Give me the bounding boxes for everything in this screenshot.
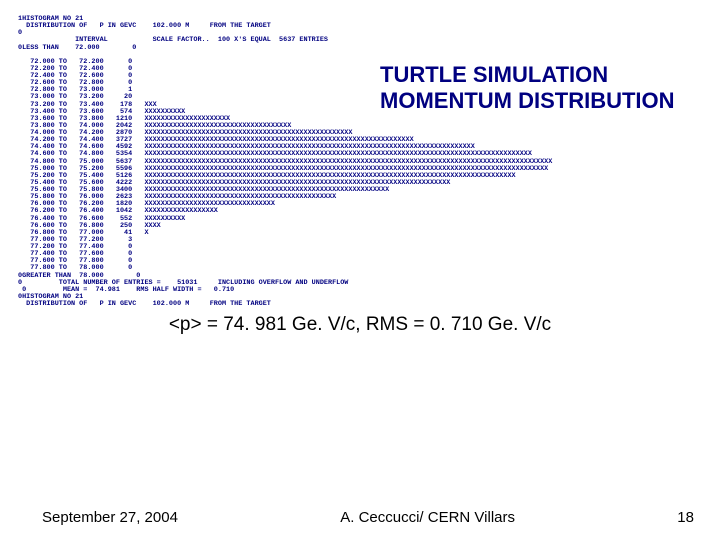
footer-date: September 27, 2004 bbox=[42, 509, 178, 526]
mean-line: <p> = 74. 981 Ge. V/c, RMS = 0. 710 Ge. … bbox=[18, 314, 702, 336]
overlay-title: TURTLE SIMULATION MOMENTUM DISTRIBUTION bbox=[380, 62, 675, 115]
histogram-text: 1HISTOGRAM NO 21 DISTRIBUTION OF P IN GE… bbox=[18, 16, 702, 308]
overlay-line2: MOMENTUM DISTRIBUTION bbox=[380, 88, 675, 114]
overlay-line1: TURTLE SIMULATION bbox=[380, 62, 675, 88]
footer-pagenum: 18 bbox=[677, 509, 694, 526]
slide-footer: September 27, 2004 A. Ceccucci/ CERN Vil… bbox=[0, 509, 720, 526]
footer-author: A. Ceccucci/ CERN Villars bbox=[340, 509, 515, 526]
